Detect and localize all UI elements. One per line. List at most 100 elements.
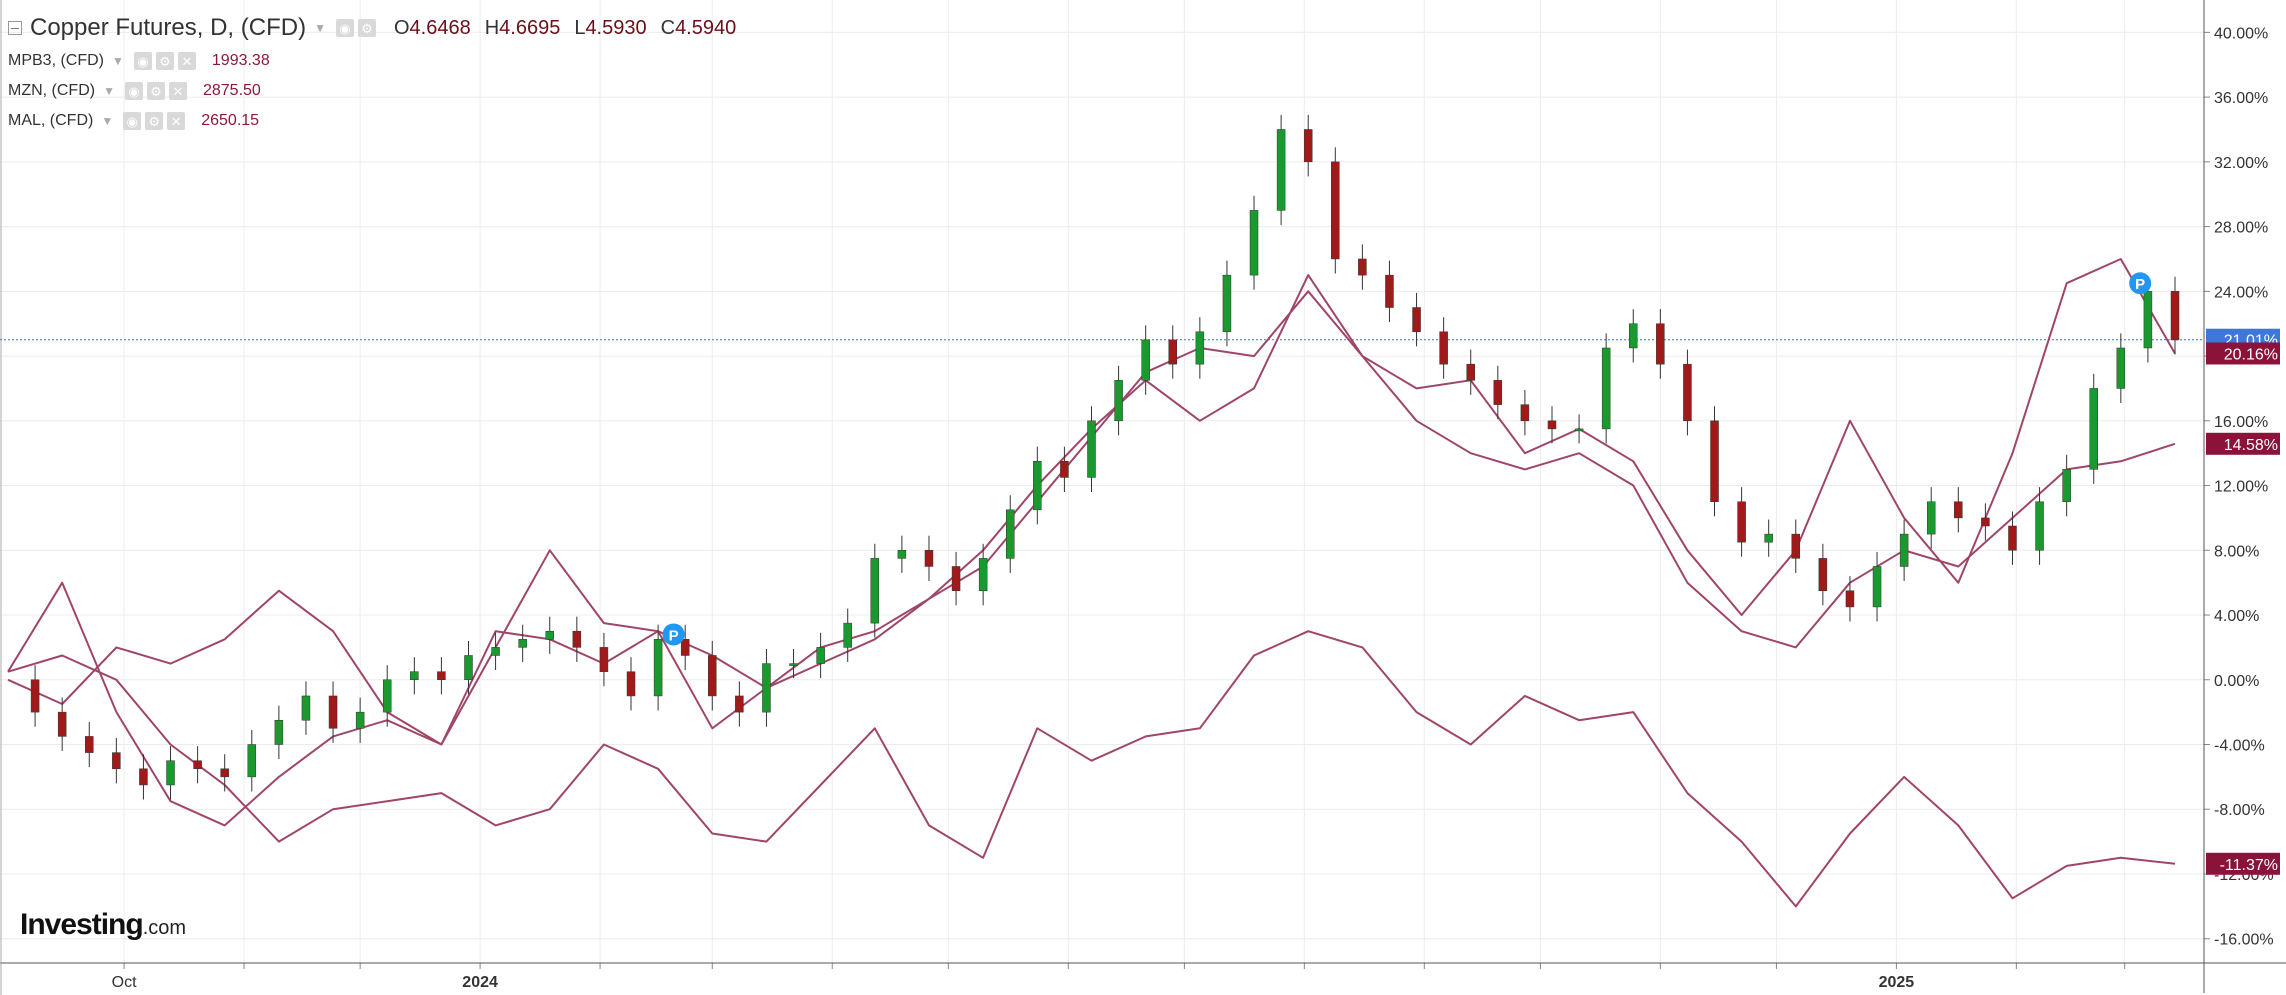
candle-body: [951, 566, 961, 591]
last-value-badge: [2206, 432, 2280, 455]
last-value-badge-label: 20.16%: [2224, 346, 2278, 363]
close-icon[interactable]: ✕: [168, 82, 187, 100]
candle-body: [789, 663, 798, 666]
candle-body: [166, 760, 175, 786]
candle-body: [653, 639, 663, 697]
candle-body: [1981, 517, 1990, 527]
candle-body: [599, 647, 609, 672]
candle-body: [247, 744, 257, 778]
gear-icon[interactable]: ⚙: [357, 19, 376, 37]
candle-body: [2116, 347, 2126, 389]
gear-icon[interactable]: ⚙: [145, 112, 164, 130]
chart-legend: Copper Futures, D, (CFD) ▼ ◉ ⚙ O4.6468 H…: [8, 10, 736, 136]
study-legend-mzn: MZN, (CFD) ▼ ◉ ⚙ ✕ 2875.50: [8, 76, 736, 106]
open-value: O4.6468: [393, 16, 471, 39]
x-tick-label: 2024: [462, 974, 498, 991]
candle-body: [1493, 380, 1503, 405]
y-tick-label: -16.00%: [2214, 932, 2274, 949]
candle-body: [1899, 533, 1909, 567]
candle-body: [1222, 274, 1232, 333]
candle-body: [1358, 258, 1367, 276]
chevron-down-icon[interactable]: ▼: [103, 84, 115, 98]
event-marker: [662, 623, 685, 646]
y-tick-label: 16.00%: [2214, 414, 2268, 431]
study-value: 2875.50: [202, 82, 261, 99]
y-tick-label: 12.00%: [2214, 479, 2268, 496]
candle-body: [816, 647, 825, 664]
candle-body: [978, 558, 988, 591]
y-tick-label: 32.00%: [2214, 155, 2268, 172]
y-tick-label: 8.00%: [2214, 543, 2259, 560]
candle-body: [1520, 404, 1530, 422]
candle-body: [1791, 533, 1801, 559]
eye-icon[interactable]: ◉: [123, 112, 142, 130]
last-value-badge: [2206, 342, 2280, 365]
candle-body: [464, 655, 473, 681]
series-line-mpb3: [7, 290, 2176, 827]
y-tick-label: -8.00%: [2214, 802, 2265, 819]
candle-body: [1656, 323, 1665, 365]
candle-body: [626, 671, 636, 697]
high-value: H4.6695: [484, 16, 561, 39]
event-marker-label: P: [2135, 276, 2145, 293]
y-tick-label: 36.00%: [2214, 90, 2268, 107]
close-icon[interactable]: ✕: [177, 52, 196, 70]
last-value-badge-label: -11.37%: [2220, 857, 2278, 874]
candle-body: [1276, 129, 1286, 211]
last-value-badge: [2206, 852, 2280, 875]
study-label: MAL, (CFD): [8, 112, 94, 129]
candle-body: [85, 736, 94, 753]
chevron-down-icon[interactable]: ▼: [112, 54, 124, 68]
chevron-down-icon[interactable]: ▼: [101, 114, 114, 128]
eye-icon[interactable]: ◉: [124, 82, 143, 100]
candle-body: [57, 711, 67, 737]
candle-body: [735, 695, 744, 713]
study-legend-mpb3: MPB3, (CFD) ▼ ◉ ⚙ ✕ 1993.38: [8, 46, 736, 76]
candle-body: [1439, 331, 1448, 365]
candle-body: [1466, 363, 1475, 381]
candle-body: [545, 630, 554, 640]
candle-body: [1114, 380, 1123, 422]
candle-body: [1060, 461, 1069, 478]
candle-body: [1087, 420, 1096, 478]
candle-body: [1005, 509, 1015, 559]
eye-icon[interactable]: ◉: [133, 52, 152, 70]
collapse-legend-button[interactable]: [8, 21, 22, 35]
candle-body: [220, 768, 229, 778]
chevron-down-icon[interactable]: ▼: [314, 21, 326, 35]
study-value: 2650.15: [201, 112, 260, 129]
candle-body: [2035, 501, 2044, 551]
event-marker: [2129, 272, 2152, 295]
candle-body: [1872, 566, 1882, 608]
gear-icon[interactable]: ⚙: [155, 52, 174, 70]
study-label: MPB3, (CFD): [8, 52, 104, 69]
candle-body: [843, 622, 852, 648]
candle-body: [1629, 323, 1638, 349]
event-marker-label: P: [669, 627, 679, 644]
candle-body: [1737, 501, 1746, 543]
candle-body: [572, 630, 582, 648]
candle-body: [1683, 363, 1692, 422]
last-value-badge-label: 14.58%: [2224, 437, 2278, 454]
study-legend-mal: MAL, (CFD) ▼ ◉ ⚙ ✕ 2650.15: [8, 106, 736, 136]
candle-body: [1926, 501, 1936, 535]
study-value: 1993.38: [211, 52, 270, 69]
candle-body: [924, 550, 934, 567]
candle-body: [301, 695, 311, 721]
gear-icon[interactable]: ⚙: [146, 82, 165, 100]
series-line-mzn: [7, 258, 2176, 746]
candle-body: [1412, 307, 1421, 333]
candle-body: [139, 768, 148, 786]
candle-body: [355, 711, 365, 729]
candle-body: [1141, 339, 1150, 381]
eye-icon[interactable]: ◉: [335, 19, 354, 37]
main-series-legend: Copper Futures, D, (CFD) ▼ ◉ ⚙ O4.6468 H…: [8, 10, 736, 46]
candle-body: [1845, 590, 1855, 608]
close-icon[interactable]: ✕: [167, 112, 186, 130]
investing-logo: Investing.com: [20, 908, 187, 941]
y-tick-label: -4.00%: [2214, 738, 2265, 755]
candles-group: [30, 114, 2180, 800]
candle-body: [2062, 469, 2071, 502]
